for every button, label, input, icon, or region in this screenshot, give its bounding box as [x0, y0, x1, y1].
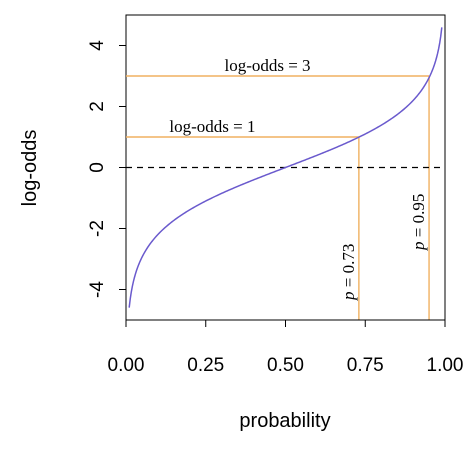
annotation-labels: log-odds = 1 p = 0.73 log-odds = 3 p = 0.95 [169, 56, 428, 301]
y-tick-label-3: 2 [87, 101, 108, 112]
x-axis-label: probability [239, 410, 330, 432]
y-tick-label-2: 0 [87, 162, 108, 173]
x-tick-label-4: 1.00 [427, 355, 464, 376]
p-0.95-label: p = 0.95 [409, 194, 428, 251]
y-tick-label-1: -2 [87, 220, 108, 237]
x-tick-label-1: 0.25 [187, 355, 224, 376]
log-odds-1-label: log-odds = 1 [169, 117, 255, 136]
y-axis: -4 -2 0 2 4 [87, 40, 126, 298]
y-tick-label-4: 4 [87, 40, 108, 51]
y-tick-label-0: -4 [87, 281, 108, 298]
x-tick-label-2: 0.50 [267, 355, 304, 376]
log-odds-3-label: log-odds = 3 [224, 56, 310, 75]
series-group [128, 27, 443, 308]
logit-curve [128, 27, 443, 308]
annotation-guides [126, 75, 430, 320]
x-axis: 0.00 0.25 0.50 0.75 1.00 [108, 319, 464, 376]
p-0.73-label: p = 0.73 [339, 244, 358, 301]
x-tick-label-0: 0.00 [108, 355, 145, 376]
x-tick-label-3: 0.75 [347, 355, 384, 376]
y-axis-label: log-odds [19, 130, 41, 207]
